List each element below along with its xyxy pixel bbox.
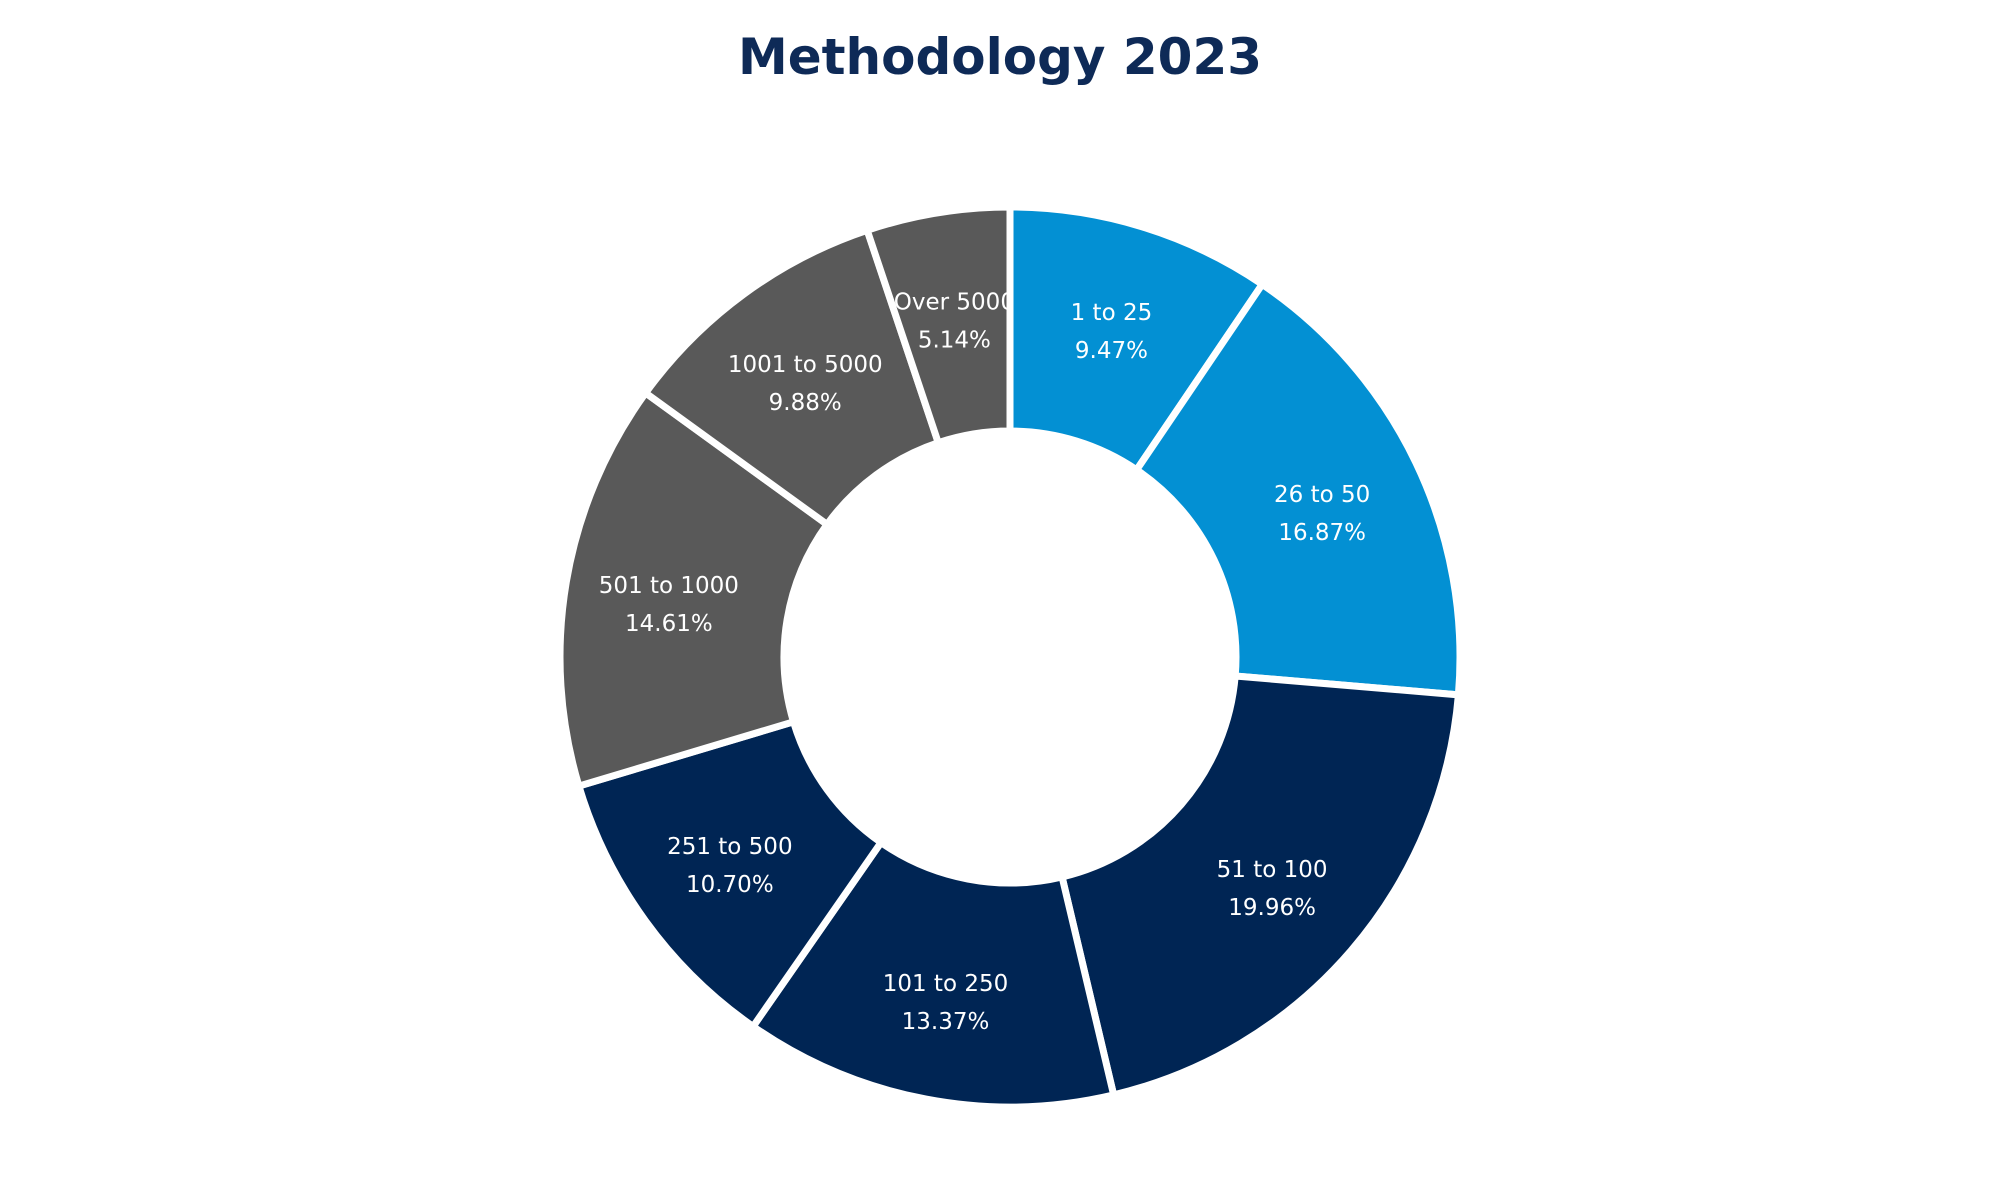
donut-labels: 1 to 25 9.47% 26 to 50 16.87% 51 to 100 19.96… bbox=[599, 290, 1371, 1035]
donut-slices bbox=[556, 203, 1464, 1111]
slice-label-251-to-500: 251 to 500 10.70% bbox=[667, 834, 793, 898]
slice-label-1-to-25: 1 to 25 9.47% bbox=[1071, 300, 1153, 364]
slice-label-over-5000: Over 5000 5.14% bbox=[894, 290, 1015, 354]
chart-title: Methodology 2023 bbox=[737, 28, 1263, 86]
slice-category-1-to-25: 1 to 25 bbox=[1071, 300, 1153, 326]
slice-category-251-to-500: 251 to 500 bbox=[667, 834, 793, 860]
slice-category-51-to-100: 51 to 100 bbox=[1217, 857, 1328, 883]
slice-percent-101-to-250: 13.37% bbox=[902, 1009, 990, 1035]
slice-category-101-to-250: 101 to 250 bbox=[883, 971, 1009, 997]
slice-101-to-250 bbox=[748, 837, 1118, 1111]
slice-1-to-25 bbox=[1006, 203, 1268, 475]
slice-label-101-to-250: 101 to 250 13.37% bbox=[883, 971, 1009, 1035]
slice-percent-501-to-1000: 14.61% bbox=[625, 611, 713, 637]
slice-label-1001-to-5000: 1001 to 5000 9.88% bbox=[728, 352, 883, 416]
slice-251-to-500 bbox=[574, 717, 886, 1032]
slice-percent-1-to-25: 9.47% bbox=[1075, 338, 1148, 364]
slice-51-to-100 bbox=[1057, 672, 1463, 1100]
slice-501-to-1000 bbox=[556, 388, 832, 791]
slice-over-5000 bbox=[862, 203, 1014, 448]
slice-category-26-to-50: 26 to 50 bbox=[1274, 482, 1370, 508]
slice-category-over-5000: Over 5000 bbox=[894, 290, 1015, 316]
slice-26-to-50 bbox=[1131, 279, 1464, 699]
slice-label-51-to-100: 51 to 100 19.96% bbox=[1217, 857, 1328, 921]
slice-label-501-to-1000: 501 to 1000 14.61% bbox=[599, 573, 739, 637]
slice-percent-over-5000: 5.14% bbox=[918, 328, 991, 354]
slice-percent-1001-to-5000: 9.88% bbox=[769, 390, 842, 416]
slice-percent-251-to-500: 10.70% bbox=[686, 872, 774, 898]
slice-category-501-to-1000: 501 to 1000 bbox=[599, 573, 739, 599]
slice-label-26-to-50: 26 to 50 16.87% bbox=[1274, 482, 1370, 546]
slice-category-1001-to-5000: 1001 to 5000 bbox=[728, 352, 883, 378]
slice-percent-26-to-50: 16.87% bbox=[1278, 520, 1366, 546]
slice-percent-51-to-100: 19.96% bbox=[1228, 895, 1316, 921]
